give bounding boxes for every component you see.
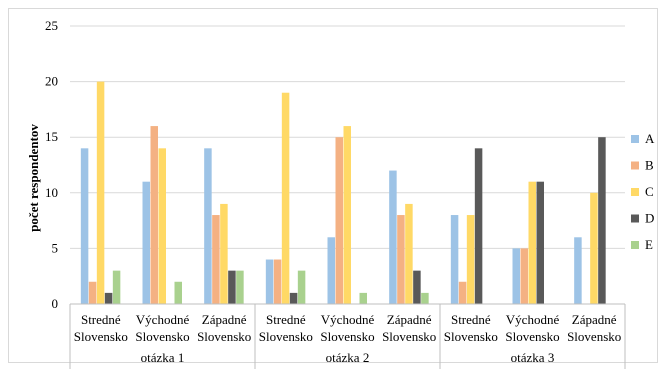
legend-swatch-c (631, 188, 639, 196)
category-label: Slovensko (74, 329, 128, 344)
category-label: Stredné (451, 312, 491, 327)
bar-b (88, 281, 97, 304)
bar-e (112, 270, 121, 304)
bar-c (281, 92, 290, 304)
bar-e (174, 281, 182, 304)
bar-a (512, 248, 520, 304)
bar-d (536, 181, 544, 304)
category-label: Slovensko (505, 329, 559, 344)
bar-a (450, 215, 459, 304)
bar-a (574, 237, 582, 304)
category-label: Slovensko (259, 329, 313, 344)
category-label: Západné (387, 312, 432, 327)
y-tick-label: 25 (45, 18, 58, 33)
bar-b (397, 215, 405, 304)
y-tick-label: 0 (52, 296, 59, 311)
bar-d (413, 270, 421, 304)
category-label: Slovensko (135, 329, 189, 344)
bar-c (220, 203, 228, 304)
bars (80, 81, 606, 304)
y-tick-label: 10 (45, 185, 58, 200)
category-label: Stredné (266, 312, 306, 327)
category-label: Slovensko (382, 329, 436, 344)
bar-b (335, 137, 343, 304)
bar-a (327, 237, 335, 304)
bar-a (142, 181, 150, 304)
bar-b (520, 248, 528, 304)
bar-c (405, 203, 413, 304)
category-label: Východné (321, 312, 375, 327)
group-label: otázka 1 (141, 350, 185, 365)
y-axis-label: počet respondentov (26, 124, 41, 232)
y-tick-label: 20 (45, 74, 58, 89)
legend-swatch-e (631, 241, 639, 249)
bar-b (273, 259, 282, 304)
bar-a (80, 148, 89, 304)
legend-swatch-a (631, 135, 639, 143)
legend-label-b: B (645, 158, 654, 173)
bar-a (265, 259, 274, 304)
legend-label-d: D (645, 211, 654, 226)
category-label: Západné (202, 312, 247, 327)
bar-e (421, 292, 429, 304)
bar-d (228, 270, 236, 304)
bar-a (204, 148, 212, 304)
bar-d (104, 292, 113, 304)
bar-d (289, 292, 298, 304)
category-label: Východné (506, 312, 560, 327)
category-label: Slovensko (197, 329, 251, 344)
bar-c (466, 215, 475, 304)
bar-d (598, 137, 606, 304)
group-label: otázka 3 (511, 350, 555, 365)
category-label: Slovensko (567, 329, 621, 344)
bar-c (528, 181, 536, 304)
bar-a (389, 170, 397, 304)
group-labels: otázka 1 otázka 2 otázka 3 (141, 350, 555, 365)
legend-swatch-b (631, 161, 639, 170)
bar-c (590, 192, 598, 304)
legend-label-a: A (645, 131, 655, 146)
bar-e (359, 292, 367, 304)
legend-label-e: E (645, 237, 653, 252)
y-tick-labels: 0 5 10 15 20 25 (45, 18, 58, 311)
axes (69, 303, 626, 369)
bar-d (474, 148, 483, 304)
category-labels: Stredné Slovensko Východné Slovensko Západné… (74, 312, 622, 344)
category-label: Slovensko (320, 329, 374, 344)
group-label: otázka 2 (326, 350, 370, 365)
category-label: Západné (572, 312, 617, 327)
bar-c (343, 126, 351, 304)
y-tick-label: 5 (52, 240, 59, 255)
bar-b (458, 281, 467, 304)
bar-c (158, 148, 166, 304)
bar-e (297, 270, 306, 304)
bar-b (212, 215, 220, 304)
bar-e (236, 270, 244, 304)
category-label: Východné (136, 312, 190, 327)
y-tick-label: 15 (45, 129, 58, 144)
category-label: Slovensko (444, 329, 498, 344)
bar-b (150, 126, 158, 304)
legend-swatch-d (631, 214, 639, 223)
bar-c (96, 81, 105, 304)
legend-label-c: C (645, 184, 654, 199)
category-label: Stredné (81, 312, 121, 327)
